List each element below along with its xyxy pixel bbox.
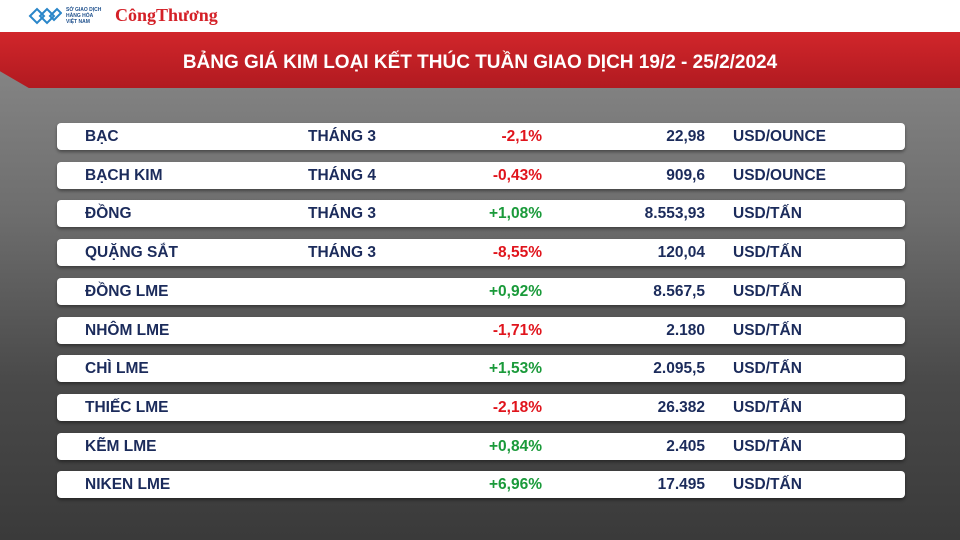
metal-name: ĐỒNG LME (85, 282, 169, 300)
unit: USD/TẤN (733, 437, 802, 455)
price: 2.405 (666, 437, 705, 455)
metal-name: NIKEN LME (85, 476, 171, 494)
metal-name: QUẶNG SẮT (85, 244, 178, 262)
title: BẢNG GIÁ KIM LOẠI KẾT THÚC TUẦN GIAO DỊC… (182, 52, 778, 73)
table-row: BẠC THÁNG 3 -2,1% 22,98 USD/OUNCE (57, 123, 905, 150)
price: 17.495 (657, 476, 705, 494)
price: 2.095,5 (653, 360, 705, 378)
unit: USD/TẤN (733, 398, 802, 416)
logo-icon (28, 7, 62, 25)
change: +0,84% (488, 437, 542, 455)
change: +0,92% (488, 282, 542, 300)
table-row: ĐỒNG LME +0,92% 8.567,5 USD/TẤN (57, 277, 905, 305)
change: +1,53% (488, 360, 542, 378)
logo-line: HÀNG HÓA (66, 13, 94, 19)
brand: CôngThương (115, 5, 218, 25)
contract-month: THÁNG 3 (308, 244, 377, 262)
unit: USD/TẤN (733, 476, 802, 494)
unit: USD/TẤN (733, 360, 802, 378)
logo-text: SỞ GIAO DỊCH HÀNG HÓA VIỆT NAM (66, 7, 101, 25)
price: 22,98 (666, 128, 705, 145)
unit: USD/OUNCE (733, 166, 827, 184)
change: -2,18% (492, 398, 542, 416)
change: +1,08% (488, 205, 542, 223)
table-row: CHÌ LME +1,53% 2.095,5 USD/TẤN (57, 355, 905, 383)
metal-name: ĐỒNG (85, 205, 132, 223)
contract-month: THÁNG 3 (308, 128, 377, 145)
price: 8.567,5 (653, 282, 705, 300)
unit: USD/TẤN (733, 244, 802, 262)
metal-name: BẠC (85, 128, 119, 145)
metal-name: CHÌ LME (85, 360, 149, 378)
change: +6,96% (488, 476, 542, 494)
logo-line: SỞ GIAO DỊCH (66, 7, 102, 13)
title-banner (0, 32, 960, 88)
price: 120,04 (657, 244, 705, 262)
price: 2.180 (666, 321, 705, 339)
table-row: QUẶNG SẮT THÁNG 3 -8,55% 120,04 USD/TẤN (57, 239, 905, 267)
table-row: NHÔM LME -1,71% 2.180 USD/TẤN (57, 316, 905, 344)
unit: USD/TẤN (733, 282, 802, 300)
metal-name: NHÔM LME (85, 321, 170, 339)
exchange-logo: SỞ GIAO DỊCH HÀNG HÓA VIỆT NAM (28, 6, 101, 26)
unit: USD/TẤN (733, 205, 802, 223)
table-row: THIẾC LME -2,18% 26.382 USD/TẤN (57, 393, 905, 421)
unit: USD/OUNCE (733, 128, 827, 145)
logo-line: VIỆT NAM (66, 19, 90, 25)
table-row: BẠCH KIM THÁNG 4 -0,43% 909,6 USD/OUNCE (57, 161, 905, 189)
metal-name: BẠCH KIM (85, 166, 163, 184)
metal-name: KẼM LME (85, 437, 157, 455)
price: 8.553,93 (644, 205, 705, 223)
table-row: ĐỒNG THÁNG 3 +1,08% 8.553,93 USD/TẤN (57, 200, 905, 228)
price: 909,6 (666, 166, 705, 184)
contract-month: THÁNG 3 (308, 205, 377, 223)
header-bar: SỞ GIAO DỊCH HÀNG HÓA VIỆT NAM CôngThương (0, 0, 960, 32)
price: 26.382 (657, 398, 705, 416)
change: -1,71% (492, 321, 542, 339)
contract-month: THÁNG 4 (308, 166, 377, 184)
change: -2,1% (501, 128, 543, 145)
metal-name: THIẾC LME (85, 398, 169, 416)
change: -8,55% (492, 244, 542, 262)
table-row: KẼM LME +0,84% 2.405 USD/TẤN (57, 432, 905, 460)
unit: USD/TẤN (733, 321, 802, 339)
change: -0,43% (492, 166, 542, 184)
table-row: NIKEN LME +6,96% 17.495 USD/TẤN (57, 471, 905, 499)
